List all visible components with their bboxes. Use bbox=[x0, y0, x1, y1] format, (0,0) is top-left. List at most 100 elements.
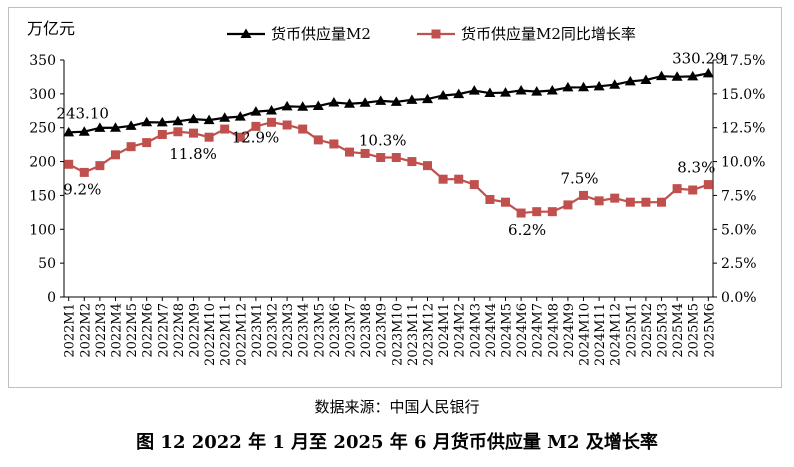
data-label: 6.2% bbox=[508, 221, 546, 239]
legend-label: 货币供应量M2 bbox=[271, 25, 371, 43]
series-point bbox=[453, 88, 465, 99]
series-point bbox=[687, 70, 699, 81]
x-axis-tick-label: 2023M6 bbox=[328, 303, 343, 358]
series-point bbox=[438, 174, 448, 184]
x-axis-tick-label: 2024M12 bbox=[609, 303, 624, 366]
series-point bbox=[172, 115, 184, 126]
series-point bbox=[343, 98, 355, 108]
series-point bbox=[468, 85, 480, 95]
series-point bbox=[454, 174, 464, 184]
series-point bbox=[360, 148, 370, 158]
series-point bbox=[656, 70, 668, 81]
series-point bbox=[657, 197, 667, 207]
series-point bbox=[423, 161, 433, 171]
series-point bbox=[516, 208, 526, 218]
x-axis-tick-label: 2024M2 bbox=[453, 303, 468, 358]
x-axis-tick-label: 2023M7 bbox=[343, 303, 358, 358]
series-point bbox=[376, 153, 386, 163]
left-axis-tick-label: 150 bbox=[29, 188, 56, 204]
series-point bbox=[156, 116, 168, 127]
data-label: 12.9% bbox=[232, 128, 280, 146]
x-axis-tick-label: 2022M1 bbox=[63, 303, 78, 358]
x-axis-tick-label: 2023M12 bbox=[422, 303, 437, 366]
x-axis-tick-label: 2025M3 bbox=[656, 303, 671, 358]
right-axis-tick-label: 10.0% bbox=[721, 155, 765, 171]
x-axis-tick-label: 2023M10 bbox=[390, 303, 405, 366]
series-point bbox=[298, 124, 308, 134]
series-point bbox=[344, 147, 354, 157]
legend-item-1: 货币供应量M2 bbox=[227, 25, 371, 43]
series-point bbox=[329, 139, 339, 149]
left-axis-tick-label: 300 bbox=[29, 87, 56, 103]
series-point bbox=[391, 153, 401, 163]
x-axis-tick-label: 2024M3 bbox=[468, 303, 483, 358]
series-point bbox=[515, 84, 527, 95]
series-point bbox=[375, 95, 387, 105]
left-axis-tick-label: 100 bbox=[29, 222, 56, 238]
series-layer bbox=[63, 67, 714, 218]
series-point bbox=[313, 135, 323, 145]
x-axis-tick-label: 2023M3 bbox=[281, 303, 296, 358]
x-axis-tick-label: 2022M5 bbox=[125, 303, 140, 358]
series-point bbox=[142, 138, 152, 148]
series-point bbox=[593, 80, 605, 91]
x-axis-tick-label: 2023M8 bbox=[359, 303, 374, 358]
series-point bbox=[547, 207, 557, 217]
x-axis-tick-label: 2022M8 bbox=[172, 303, 187, 358]
right-axis-tick-label: 7.5% bbox=[721, 188, 757, 204]
series-point bbox=[437, 89, 449, 100]
right-axis-tick-label: 0.0% bbox=[721, 290, 757, 306]
series-point bbox=[204, 132, 214, 142]
series-point bbox=[266, 117, 276, 127]
series-point bbox=[641, 197, 651, 207]
series-point bbox=[640, 74, 652, 84]
x-axis-tick-label: 2022M3 bbox=[94, 303, 109, 358]
chart-frame: 万亿元 货币供应量M2 货币供应量M2同比增长率 0 50 100 150 200 250 3… bbox=[8, 7, 782, 388]
series-point bbox=[431, 29, 441, 39]
x-axis-tick-label: 2024M5 bbox=[500, 303, 515, 358]
data-label: 8.3% bbox=[677, 159, 715, 177]
series-point bbox=[250, 106, 262, 116]
right-axis-tick-label: 2.5% bbox=[721, 256, 757, 272]
x-axis-tick-label: 2023M9 bbox=[375, 303, 390, 358]
series-point bbox=[562, 81, 574, 92]
series-point bbox=[406, 94, 418, 104]
x-axis-tick-label: 2023M2 bbox=[265, 303, 280, 358]
x-axis-tick-label: 2024M7 bbox=[531, 303, 546, 358]
series-point bbox=[64, 159, 74, 169]
right-axis-tick-label: 12.5% bbox=[721, 121, 765, 137]
series-point bbox=[282, 120, 292, 130]
left-axis-tick-label: 0 bbox=[47, 290, 56, 306]
right-axis-tick-label: 17.5% bbox=[721, 53, 765, 69]
series-point bbox=[531, 86, 543, 96]
series-point bbox=[297, 101, 309, 111]
x-axis-tick-label: 2024M10 bbox=[578, 303, 593, 366]
legend: 货币供应量M2 货币供应量M2同比增长率 bbox=[227, 25, 636, 43]
series-point bbox=[672, 184, 682, 194]
right-axis-tick-label: 5.0% bbox=[721, 222, 757, 238]
line-chart: 万亿元 货币供应量M2 货币供应量M2同比增长率 0 50 100 150 200 250 3… bbox=[27, 19, 765, 366]
series-point bbox=[484, 87, 496, 98]
x-axis-tick-label: 2024M11 bbox=[593, 303, 608, 366]
x-axis-tick-label: 2025M1 bbox=[624, 303, 639, 358]
series-point bbox=[173, 127, 183, 137]
series-point bbox=[220, 124, 230, 134]
x-axis-tick-label: 2022M10 bbox=[203, 303, 218, 366]
axes: 0 50 100 150 200 250 300 350 0.0% 2.5% 5.0% 7.5% 10.… bbox=[29, 53, 765, 366]
series-point bbox=[79, 167, 89, 177]
data-label: 330.29 bbox=[672, 49, 725, 67]
left-axis-tick-label: 200 bbox=[29, 155, 56, 171]
series-point bbox=[703, 180, 713, 190]
series-point bbox=[390, 96, 402, 106]
left-axis-tick-label: 250 bbox=[29, 121, 56, 137]
x-axis-tick-label: 2024M8 bbox=[546, 303, 561, 358]
series-point bbox=[328, 96, 340, 107]
series-point bbox=[78, 126, 90, 136]
data-labels: 243.10 330.29 9.2% 11.8% 12.9% 10.3% 6.2% 7.5% 8… bbox=[56, 49, 724, 239]
series-point bbox=[126, 142, 136, 152]
series-point bbox=[141, 116, 153, 127]
x-axis-tick-label: 2025M4 bbox=[671, 303, 686, 358]
legend-label: 货币供应量M2同比增长率 bbox=[461, 25, 636, 43]
data-label: 11.8% bbox=[169, 145, 217, 163]
x-axis-tick-label: 2024M1 bbox=[437, 303, 452, 358]
